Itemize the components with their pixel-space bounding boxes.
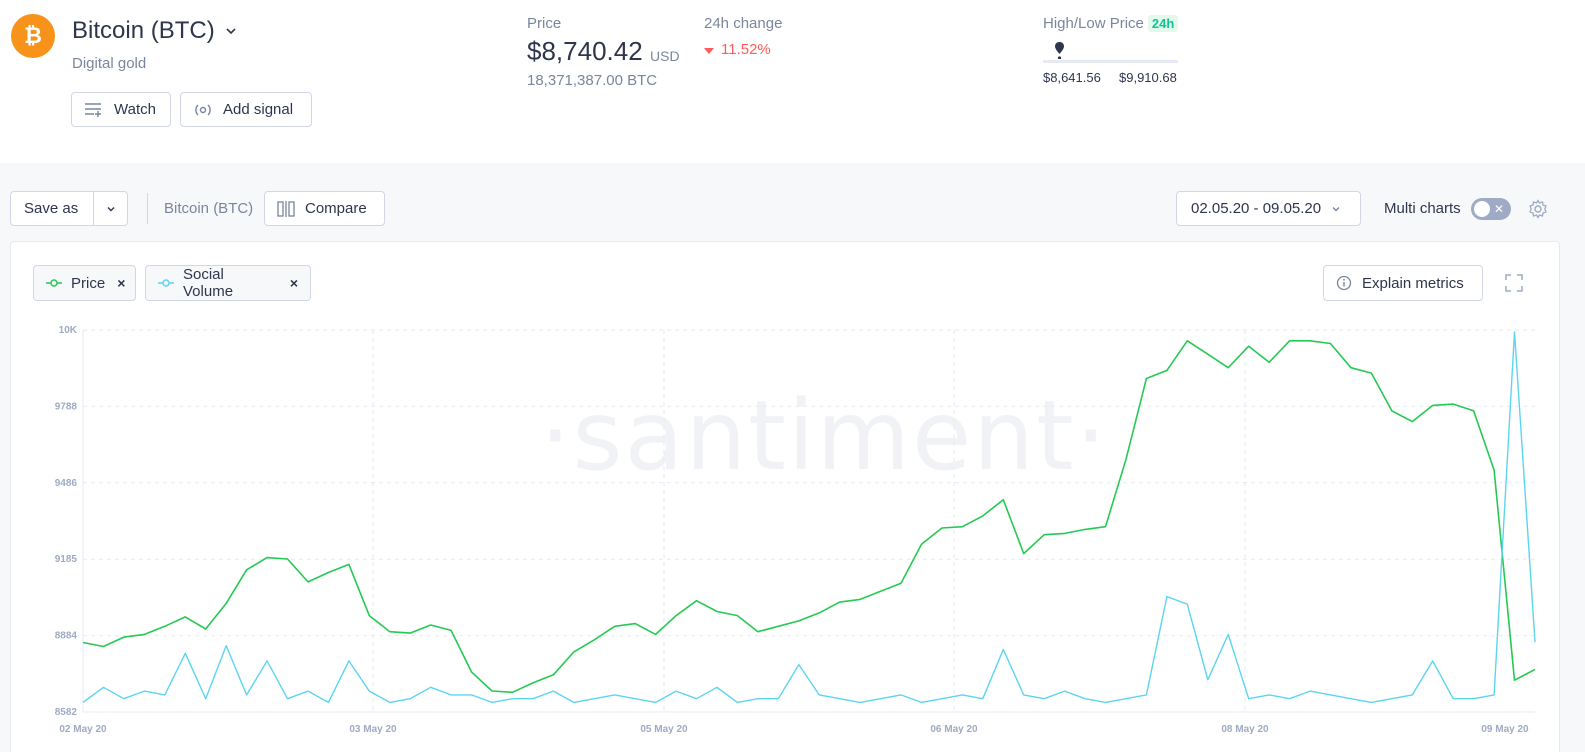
x-tick-label: 02 May 20	[59, 724, 107, 735]
compare-button[interactable]: Compare	[264, 191, 385, 226]
close-icon: ✕	[1494, 202, 1505, 216]
multi-charts-toggle[interactable]: ✕	[1471, 198, 1511, 220]
period-badge: 24h	[1147, 15, 1179, 32]
high-low-title: High/Low Price	[1043, 15, 1144, 32]
y-tick-label: 9788	[55, 401, 78, 412]
info-icon	[1336, 275, 1352, 291]
y-tick-label: 9486	[55, 478, 78, 489]
metric-chip-price[interactable]: Price ×	[33, 265, 136, 301]
santiment-watermark: ·santiment·	[540, 380, 1109, 492]
toolbar-divider	[147, 193, 148, 224]
arrow-down-icon	[704, 47, 714, 54]
price-label: Price	[527, 15, 562, 32]
change-label: 24h change	[704, 15, 783, 32]
chevron-down-icon	[1331, 204, 1341, 214]
multi-charts-label: Multi charts	[1384, 200, 1461, 217]
bitcoin-icon: ₿	[11, 14, 55, 58]
price-value: $8,740.42	[527, 36, 643, 66]
metric-label: Price	[71, 274, 106, 292]
x-tick-label: 06 May 20	[930, 724, 978, 735]
compare-label: Compare	[305, 200, 367, 217]
watch-button[interactable]: Watch	[71, 92, 171, 127]
change-value: 11.52%	[704, 41, 771, 58]
y-tick-label: 8582	[55, 707, 78, 718]
change-percent: 11.52%	[721, 41, 771, 58]
asset-description: Digital gold	[72, 55, 147, 72]
high-low-label: High/Low Price 24h	[1043, 15, 1179, 32]
svg-text:₿: ₿	[24, 23, 42, 48]
watch-label: Watch	[114, 101, 156, 118]
map-pin-icon	[1054, 41, 1065, 60]
save-as-button[interactable]: Save as	[10, 191, 128, 226]
save-as-label: Save as	[24, 200, 79, 217]
y-tick-label: 10K	[59, 325, 78, 336]
divider	[93, 192, 94, 225]
high-price: $9,910.68	[1119, 70, 1177, 85]
close-icon[interactable]: ×	[289, 275, 298, 291]
price-series-line	[82, 340, 1536, 694]
metric-chip-social-volume[interactable]: Social Volume ×	[145, 265, 311, 301]
x-tick-label: 09 May 20	[1481, 724, 1529, 735]
chart-panel	[10, 241, 1560, 752]
chevron-down-icon[interactable]	[94, 204, 127, 214]
date-range-picker[interactable]: 02.05.20 - 09.05.20	[1176, 191, 1361, 226]
signal-icon	[193, 102, 213, 118]
x-tick-label: 03 May 20	[349, 724, 397, 735]
compare-icon	[277, 200, 295, 218]
asset-name: Bitcoin (BTC)	[72, 17, 215, 44]
explain-metrics-label: Explain metrics	[1362, 274, 1464, 292]
line-metric-icon	[158, 278, 174, 288]
price-currency: USD	[650, 48, 680, 64]
low-price: $8,641.56	[1043, 70, 1101, 85]
date-range-value: 02.05.20 - 09.05.20	[1191, 200, 1322, 217]
explain-metrics-button[interactable]: Explain metrics	[1323, 265, 1483, 301]
price-chart[interactable]: 10K 9788 9486 9185 8884 8582 02 May 20 03 May 2…	[0, 320, 1585, 752]
x-tick-label: 05 May 20	[640, 724, 688, 735]
circulating-supply: 18,371,387.00 BTC	[527, 72, 658, 89]
chart-asset-label: Bitcoin (BTC)	[164, 200, 254, 217]
add-signal-label: Add signal	[223, 101, 294, 118]
y-tick-label: 9185	[55, 554, 78, 565]
toggle-knob	[1474, 201, 1490, 217]
list-add-icon	[84, 102, 104, 118]
gear-icon[interactable]	[1528, 199, 1548, 219]
social-volume-series-line	[82, 331, 1536, 704]
fullscreen-icon[interactable]	[1505, 274, 1523, 292]
close-icon[interactable]: ×	[117, 275, 126, 291]
add-signal-button[interactable]: Add signal	[180, 92, 312, 127]
metric-label: Social Volume	[183, 266, 234, 300]
asset-header: ₿ Bitcoin (BTC) Digital gold Watch Add s…	[0, 0, 1585, 163]
chevron-down-icon	[225, 25, 237, 37]
high-low-track	[1043, 60, 1178, 63]
line-metric-icon	[46, 278, 62, 288]
asset-selector[interactable]: Bitcoin (BTC)	[72, 17, 237, 45]
y-tick-label: 8884	[55, 631, 78, 642]
x-tick-label: 08 May 20	[1221, 724, 1269, 735]
